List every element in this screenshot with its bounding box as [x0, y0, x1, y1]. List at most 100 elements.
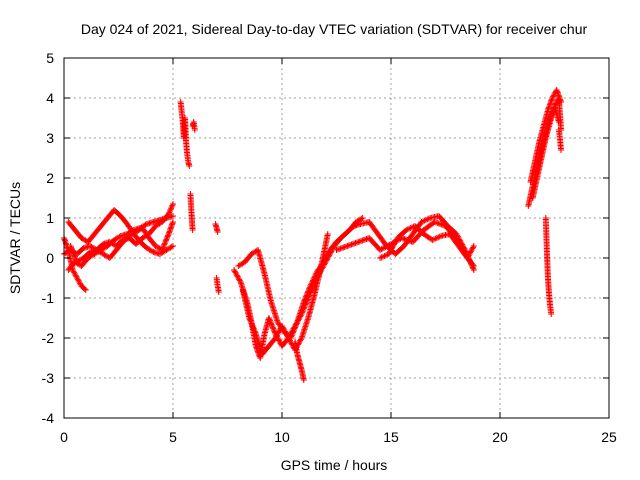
data-point	[82, 287, 89, 293]
data-point	[162, 239, 169, 245]
data-point	[274, 331, 281, 337]
data-point	[302, 295, 309, 301]
data-point	[403, 227, 410, 233]
data-point	[248, 320, 255, 327]
data-point	[273, 333, 280, 340]
data-point	[290, 328, 297, 335]
data-point	[279, 323, 285, 329]
data-point	[170, 219, 176, 225]
y-axis-label: SDTVAR / TECUs	[7, 182, 23, 294]
data-point	[290, 327, 297, 333]
x-axis-label: GPS time / hours	[281, 457, 388, 473]
data-point	[161, 240, 168, 247]
x-tick-label: 20	[492, 429, 508, 445]
data-point	[233, 272, 240, 279]
data-point	[268, 321, 275, 328]
data-point	[74, 276, 81, 283]
data-point	[164, 233, 171, 240]
data-point	[280, 325, 287, 332]
data-point	[302, 293, 309, 300]
data-point	[418, 219, 425, 225]
data-point	[168, 205, 175, 212]
y-tick-label: 3	[46, 130, 54, 146]
data-point	[250, 325, 257, 332]
data-point	[390, 241, 397, 248]
data-point	[550, 93, 557, 100]
data-point	[72, 255, 79, 261]
data-point	[390, 243, 397, 249]
data-point	[252, 329, 259, 336]
data-point	[549, 95, 556, 101]
data-point	[289, 331, 296, 337]
data-point	[70, 251, 77, 257]
data-point	[301, 297, 308, 304]
data-point	[457, 237, 464, 244]
data-point	[265, 315, 272, 321]
data-point	[169, 202, 176, 209]
data-point	[160, 244, 167, 251]
data-point	[433, 235, 440, 241]
data-point	[293, 321, 300, 328]
data-point	[71, 253, 78, 260]
data-point	[386, 249, 393, 256]
data-point	[425, 215, 432, 222]
data-point	[552, 101, 559, 108]
data-point	[160, 243, 167, 249]
data-point	[284, 333, 291, 340]
data-point	[297, 336, 304, 343]
data-point	[305, 287, 312, 293]
data-point	[391, 240, 398, 247]
data-point	[284, 332, 291, 339]
data-point	[291, 325, 298, 332]
data-point	[149, 248, 156, 255]
x-tick-labels: 0 5 10 15 20 25	[60, 429, 617, 445]
data-point	[71, 269, 78, 276]
data-point	[429, 237, 436, 243]
data-point	[270, 325, 277, 332]
data-point	[469, 263, 476, 269]
data-point	[387, 248, 394, 255]
data-point	[161, 241, 168, 248]
data-point	[305, 288, 312, 295]
data-point	[281, 327, 288, 333]
y-tick-labels: -4 -3 -2 -1 0 1 2 3 4 5	[42, 50, 55, 426]
data-point	[214, 229, 221, 235]
data-point	[75, 277, 82, 284]
data-point	[303, 292, 310, 299]
data-point	[74, 275, 81, 281]
data-point	[324, 231, 331, 237]
y-tick-label: 5	[46, 50, 54, 66]
data-point	[392, 239, 399, 245]
data-point	[69, 248, 76, 255]
data-point	[304, 291, 311, 297]
data-point	[467, 249, 474, 256]
data-point	[285, 335, 292, 341]
data-point	[307, 283, 314, 289]
y-tick-label: 2	[46, 170, 54, 186]
data-point	[67, 243, 74, 249]
data-point	[558, 147, 565, 153]
data-point	[286, 336, 293, 343]
data-point	[430, 236, 437, 243]
data-point	[276, 337, 283, 344]
data-point	[249, 321, 256, 328]
data-point	[272, 335, 279, 341]
data-point	[170, 243, 176, 249]
y-tick-label: 1	[46, 210, 54, 226]
data-point	[406, 225, 413, 232]
data-point	[308, 280, 315, 287]
data-point	[454, 232, 461, 239]
data-point	[378, 254, 385, 261]
data-point	[166, 208, 173, 215]
data-point	[231, 267, 238, 273]
data-point	[470, 244, 477, 251]
data-point	[467, 248, 474, 255]
data-point	[273, 332, 280, 339]
data-point	[234, 273, 241, 280]
data-point	[424, 216, 431, 223]
data-point	[247, 319, 254, 325]
data-point	[170, 201, 176, 207]
data-point	[170, 213, 176, 219]
data-point	[168, 203, 175, 210]
